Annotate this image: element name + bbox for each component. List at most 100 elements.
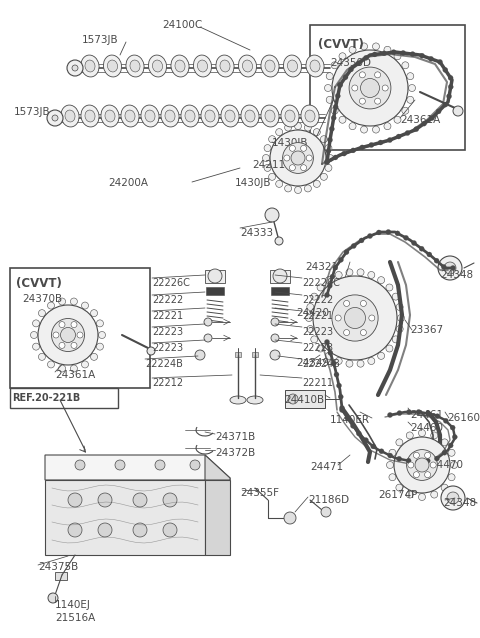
Ellipse shape — [245, 110, 255, 122]
Text: 24420: 24420 — [296, 308, 329, 318]
Circle shape — [397, 411, 402, 415]
Circle shape — [356, 431, 361, 436]
Circle shape — [300, 145, 307, 151]
Circle shape — [47, 110, 63, 126]
Circle shape — [396, 304, 403, 311]
Circle shape — [270, 130, 326, 186]
Circle shape — [48, 593, 58, 603]
Text: 24361A: 24361A — [400, 115, 440, 125]
Circle shape — [374, 72, 381, 78]
Ellipse shape — [161, 105, 179, 127]
Text: 24371B: 24371B — [215, 432, 255, 442]
Circle shape — [339, 406, 345, 410]
Ellipse shape — [81, 105, 99, 127]
Circle shape — [405, 131, 410, 135]
Circle shape — [320, 136, 327, 143]
Circle shape — [360, 78, 380, 98]
Circle shape — [67, 60, 83, 76]
Circle shape — [60, 327, 75, 343]
Circle shape — [72, 65, 78, 71]
Ellipse shape — [121, 105, 139, 127]
Text: 22223: 22223 — [152, 343, 183, 353]
Circle shape — [407, 450, 437, 480]
Circle shape — [431, 432, 438, 439]
Circle shape — [360, 330, 366, 336]
Circle shape — [368, 272, 375, 279]
Circle shape — [421, 121, 427, 126]
Circle shape — [404, 235, 408, 241]
Ellipse shape — [220, 60, 230, 72]
Circle shape — [430, 462, 436, 468]
Circle shape — [276, 181, 283, 188]
Circle shape — [384, 47, 391, 54]
Circle shape — [344, 249, 349, 255]
Circle shape — [304, 185, 312, 192]
Circle shape — [276, 129, 283, 136]
Circle shape — [425, 452, 431, 458]
Text: 21186D: 21186D — [308, 495, 349, 505]
Circle shape — [313, 129, 320, 136]
Ellipse shape — [153, 60, 163, 72]
Text: 26160: 26160 — [447, 413, 480, 423]
Circle shape — [155, 460, 165, 470]
Circle shape — [441, 484, 448, 491]
Circle shape — [396, 484, 403, 491]
Circle shape — [339, 116, 346, 123]
Circle shape — [386, 284, 393, 291]
Ellipse shape — [283, 55, 301, 77]
Circle shape — [387, 413, 393, 417]
Circle shape — [452, 434, 457, 440]
Text: 24460: 24460 — [410, 423, 443, 433]
Circle shape — [33, 320, 39, 327]
Circle shape — [396, 134, 401, 139]
Circle shape — [330, 274, 335, 279]
Circle shape — [389, 474, 396, 481]
Circle shape — [448, 443, 453, 448]
Circle shape — [326, 154, 334, 161]
Circle shape — [359, 238, 364, 243]
Circle shape — [378, 277, 384, 284]
Circle shape — [147, 347, 155, 355]
Text: 1140EJ: 1140EJ — [55, 600, 91, 610]
Circle shape — [31, 332, 37, 339]
Circle shape — [413, 452, 420, 458]
Circle shape — [434, 456, 439, 461]
Circle shape — [295, 186, 301, 193]
Circle shape — [328, 350, 333, 355]
Ellipse shape — [103, 55, 121, 77]
Circle shape — [305, 315, 312, 322]
Circle shape — [386, 461, 394, 468]
Ellipse shape — [239, 55, 257, 77]
Circle shape — [419, 246, 424, 251]
Bar — [270, 270, 290, 283]
Circle shape — [396, 439, 403, 446]
Circle shape — [51, 318, 84, 352]
Circle shape — [71, 322, 77, 327]
Circle shape — [332, 50, 408, 126]
Circle shape — [307, 325, 314, 332]
Circle shape — [392, 336, 399, 343]
Ellipse shape — [261, 105, 279, 127]
Circle shape — [343, 75, 348, 80]
Circle shape — [98, 332, 106, 339]
Circle shape — [389, 449, 396, 456]
Text: 24375B: 24375B — [38, 562, 78, 572]
Bar — [310, 25, 465, 150]
Circle shape — [444, 262, 456, 274]
Ellipse shape — [197, 60, 207, 72]
Circle shape — [349, 122, 356, 130]
Ellipse shape — [225, 110, 235, 122]
Ellipse shape — [108, 60, 118, 72]
Circle shape — [285, 185, 292, 192]
Circle shape — [368, 234, 372, 239]
Ellipse shape — [242, 60, 252, 72]
Ellipse shape — [306, 55, 324, 77]
Text: 1140ER: 1140ER — [330, 415, 370, 425]
Circle shape — [382, 51, 387, 56]
Circle shape — [324, 160, 329, 165]
Text: (CVVT): (CVVT) — [318, 38, 364, 51]
Circle shape — [336, 383, 341, 388]
Text: 26174P: 26174P — [378, 490, 418, 500]
Text: (CVVT): (CVVT) — [16, 277, 62, 290]
Ellipse shape — [221, 105, 239, 127]
